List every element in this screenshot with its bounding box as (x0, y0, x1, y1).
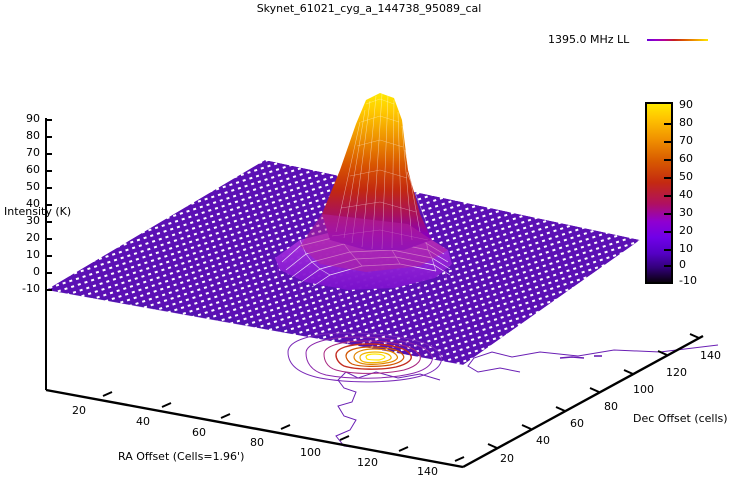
colorbar-tick-label: 40 (679, 188, 693, 201)
z-axis-tick (45, 119, 52, 121)
colorbar-tick (664, 231, 673, 233)
colorbar-tick-label: 10 (679, 242, 693, 255)
colorbar-tick (664, 141, 673, 143)
colorbar-tick (664, 213, 673, 215)
colorbar-tick-label: -10 (679, 274, 697, 287)
z-axis-tick (45, 204, 52, 206)
colorbar-tick (664, 159, 673, 161)
x-axis-tick-label: 140 (417, 465, 438, 478)
colorbar-tick (664, 195, 673, 197)
z-axis-tick (45, 221, 52, 223)
colorbar-tick (664, 177, 673, 179)
colorbar-tick-label: 50 (679, 170, 693, 183)
y-axis-tick-label: 80 (604, 400, 618, 413)
z-axis-tick-label: 30 (26, 214, 40, 227)
colorbar-tick (664, 123, 673, 125)
colorbar-tick-label: 20 (679, 224, 693, 237)
colorbar-tick-label: 30 (679, 206, 693, 219)
legend-gradient-swatch (647, 39, 708, 41)
z-axis-tick-label: 90 (26, 112, 40, 125)
y-axis-tick-label: 100 (633, 383, 654, 396)
z-axis-tick-label: 70 (26, 146, 40, 159)
z-axis-tick-label: 40 (26, 197, 40, 210)
x-axis-tick-label: 120 (357, 456, 378, 469)
page-title: Skynet_61021_cyg_a_144738_95089_cal (256, 2, 482, 15)
z-axis-tick-label: 10 (26, 248, 40, 261)
y-axis-tick-label: 140 (700, 349, 721, 362)
z-axis-tick (45, 136, 52, 138)
colorbar-tick-label: 80 (679, 116, 693, 129)
colorbar-tick (664, 265, 673, 267)
legend-entry-label: 1395.0 MHz LL (548, 33, 630, 46)
z-axis-tick (45, 170, 52, 172)
z-axis-tick-label: 0 (33, 265, 40, 278)
z-axis-tick (45, 255, 52, 257)
y-axis-tick-label: 20 (500, 452, 514, 465)
x-axis-tick-label: 100 (300, 446, 321, 459)
z-axis-tick (45, 238, 52, 240)
y-axis-tick-label: 40 (536, 434, 550, 447)
z-axis-title: Intensity (K) (4, 205, 72, 218)
z-axis-tick (45, 187, 52, 189)
x-axis-tick-label: 20 (72, 404, 86, 417)
x-axis-title: RA Offset (Cells=1.96') (118, 450, 245, 463)
z-axis-tick-label: 80 (26, 129, 40, 142)
colorbar (645, 102, 673, 284)
x-axis-tick-label: 80 (250, 436, 264, 449)
x-axis-tick-label: 60 (192, 426, 206, 439)
z-axis-tick-label: -10 (22, 282, 40, 295)
z-axis-tick-label: 20 (26, 231, 40, 244)
colorbar-tick-label: 90 (679, 98, 693, 111)
z-axis-tick (45, 289, 52, 291)
x-axis-tick-label: 40 (136, 415, 150, 428)
y-axis-tick-label: 60 (570, 417, 584, 430)
z-axis-line (45, 118, 47, 390)
colorbar-tick-label: 70 (679, 134, 693, 147)
y-axis-title: Dec Offset (cells) (633, 412, 728, 425)
z-axis-tick-label: 60 (26, 163, 40, 176)
z-axis-tick-label: 50 (26, 180, 40, 193)
colorbar-tick (664, 249, 673, 251)
z-axis-tick (45, 153, 52, 155)
colorbar-tick-label: 60 (679, 152, 693, 165)
z-axis-tick (45, 272, 52, 274)
colorbar-tick-label: 0 (679, 258, 686, 271)
y-axis-tick-label: 120 (666, 366, 687, 379)
